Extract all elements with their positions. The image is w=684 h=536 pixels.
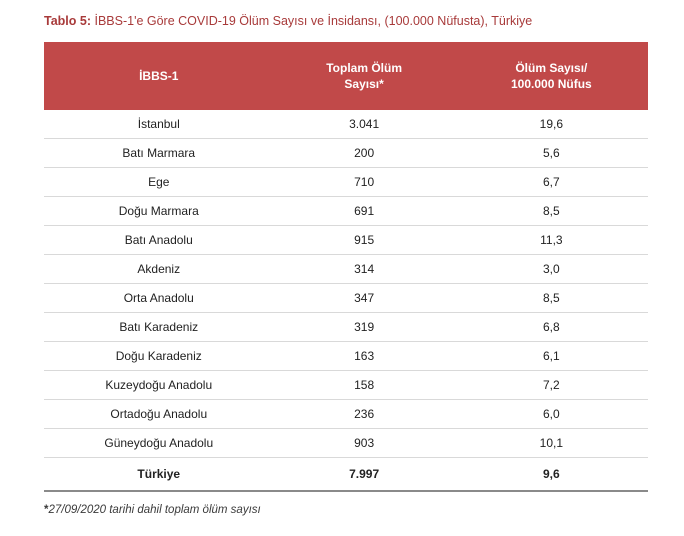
- col-rate-l2: 100.000 Nüfus: [511, 77, 592, 91]
- table-row: Kuzeydoğu Anadolu1587,2: [44, 371, 648, 400]
- table-footnote: *27/09/2020 tarihi dahil toplam ölüm say…: [44, 504, 648, 516]
- cell-deaths: 691: [274, 197, 455, 226]
- cell-region: Orta Anadolu: [44, 284, 274, 313]
- table-row: Orta Anadolu3478,5: [44, 284, 648, 313]
- cell-rate: 11,3: [455, 226, 648, 255]
- cell-region: Güneydoğu Anadolu: [44, 429, 274, 458]
- page: Tablo 5: İBBS-1'e Göre COVID-19 Ölüm Say…: [0, 0, 684, 536]
- cell-rate: 6,1: [455, 342, 648, 371]
- cell-rate: 8,5: [455, 197, 648, 226]
- cell-rate: 8,5: [455, 284, 648, 313]
- cell-region: Batı Marmara: [44, 139, 274, 168]
- table-header-row: İBBS-1 Toplam Ölüm Sayısı* Ölüm Sayısı/ …: [44, 42, 648, 110]
- cell-rate: 6,0: [455, 400, 648, 429]
- table-row: İstanbul3.04119,6: [44, 110, 648, 139]
- footnote-text: 27/09/2020 tarihi dahil toplam ölüm sayı…: [48, 504, 260, 516]
- table-row: Ortadoğu Anadolu2366,0: [44, 400, 648, 429]
- cell-rate: 10,1: [455, 429, 648, 458]
- cell-deaths-total: 7.997: [274, 458, 455, 492]
- data-table: İBBS-1 Toplam Ölüm Sayısı* Ölüm Sayısı/ …: [44, 42, 648, 492]
- col-deaths-l2: Sayısı*: [344, 77, 383, 91]
- col-rate: Ölüm Sayısı/ 100.000 Nüfus: [455, 42, 648, 110]
- cell-rate: 19,6: [455, 110, 648, 139]
- table-row: Akdeniz3143,0: [44, 255, 648, 284]
- col-deaths: Toplam Ölüm Sayısı*: [274, 42, 455, 110]
- cell-region: Doğu Marmara: [44, 197, 274, 226]
- cell-rate: 3,0: [455, 255, 648, 284]
- table-body: İstanbul3.04119,6Batı Marmara2005,6Ege71…: [44, 110, 648, 491]
- table-row: Ege7106,7: [44, 168, 648, 197]
- cell-deaths: 3.041: [274, 110, 455, 139]
- cell-deaths: 903: [274, 429, 455, 458]
- cell-region: Kuzeydoğu Anadolu: [44, 371, 274, 400]
- cell-rate: 6,8: [455, 313, 648, 342]
- cell-deaths: 236: [274, 400, 455, 429]
- table-row: Batı Marmara2005,6: [44, 139, 648, 168]
- cell-deaths: 915: [274, 226, 455, 255]
- col-region-l1: İBBS-1: [139, 69, 178, 83]
- cell-region: Akdeniz: [44, 255, 274, 284]
- cell-rate: 6,7: [455, 168, 648, 197]
- cell-deaths: 158: [274, 371, 455, 400]
- col-rate-l1: Ölüm Sayısı/: [515, 61, 587, 75]
- cell-rate-total: 9,6: [455, 458, 648, 492]
- table-row: Doğu Marmara6918,5: [44, 197, 648, 226]
- cell-deaths: 314: [274, 255, 455, 284]
- cell-deaths: 347: [274, 284, 455, 313]
- table-row: Batı Anadolu91511,3: [44, 226, 648, 255]
- cell-rate: 7,2: [455, 371, 648, 400]
- table-row: Doğu Karadeniz1636,1: [44, 342, 648, 371]
- cell-deaths: 710: [274, 168, 455, 197]
- cell-deaths: 163: [274, 342, 455, 371]
- cell-region: Ortadoğu Anadolu: [44, 400, 274, 429]
- cell-region: Doğu Karadeniz: [44, 342, 274, 371]
- col-region: İBBS-1: [44, 42, 274, 110]
- table-row: Batı Karadeniz3196,8: [44, 313, 648, 342]
- caption-text: İBBS-1'e Göre COVID-19 Ölüm Sayısı ve İn…: [91, 14, 532, 28]
- table-row-total: Türkiye7.9979,6: [44, 458, 648, 492]
- cell-deaths: 200: [274, 139, 455, 168]
- table-row: Güneydoğu Anadolu90310,1: [44, 429, 648, 458]
- cell-region: Batı Anadolu: [44, 226, 274, 255]
- cell-region-total: Türkiye: [44, 458, 274, 492]
- table-caption: Tablo 5: İBBS-1'e Göre COVID-19 Ölüm Say…: [44, 14, 648, 28]
- cell-rate: 5,6: [455, 139, 648, 168]
- cell-region: Ege: [44, 168, 274, 197]
- table-header: İBBS-1 Toplam Ölüm Sayısı* Ölüm Sayısı/ …: [44, 42, 648, 110]
- col-deaths-l1: Toplam Ölüm: [326, 61, 402, 75]
- caption-label: Tablo 5:: [44, 14, 91, 28]
- cell-region: Batı Karadeniz: [44, 313, 274, 342]
- cell-deaths: 319: [274, 313, 455, 342]
- cell-region: İstanbul: [44, 110, 274, 139]
